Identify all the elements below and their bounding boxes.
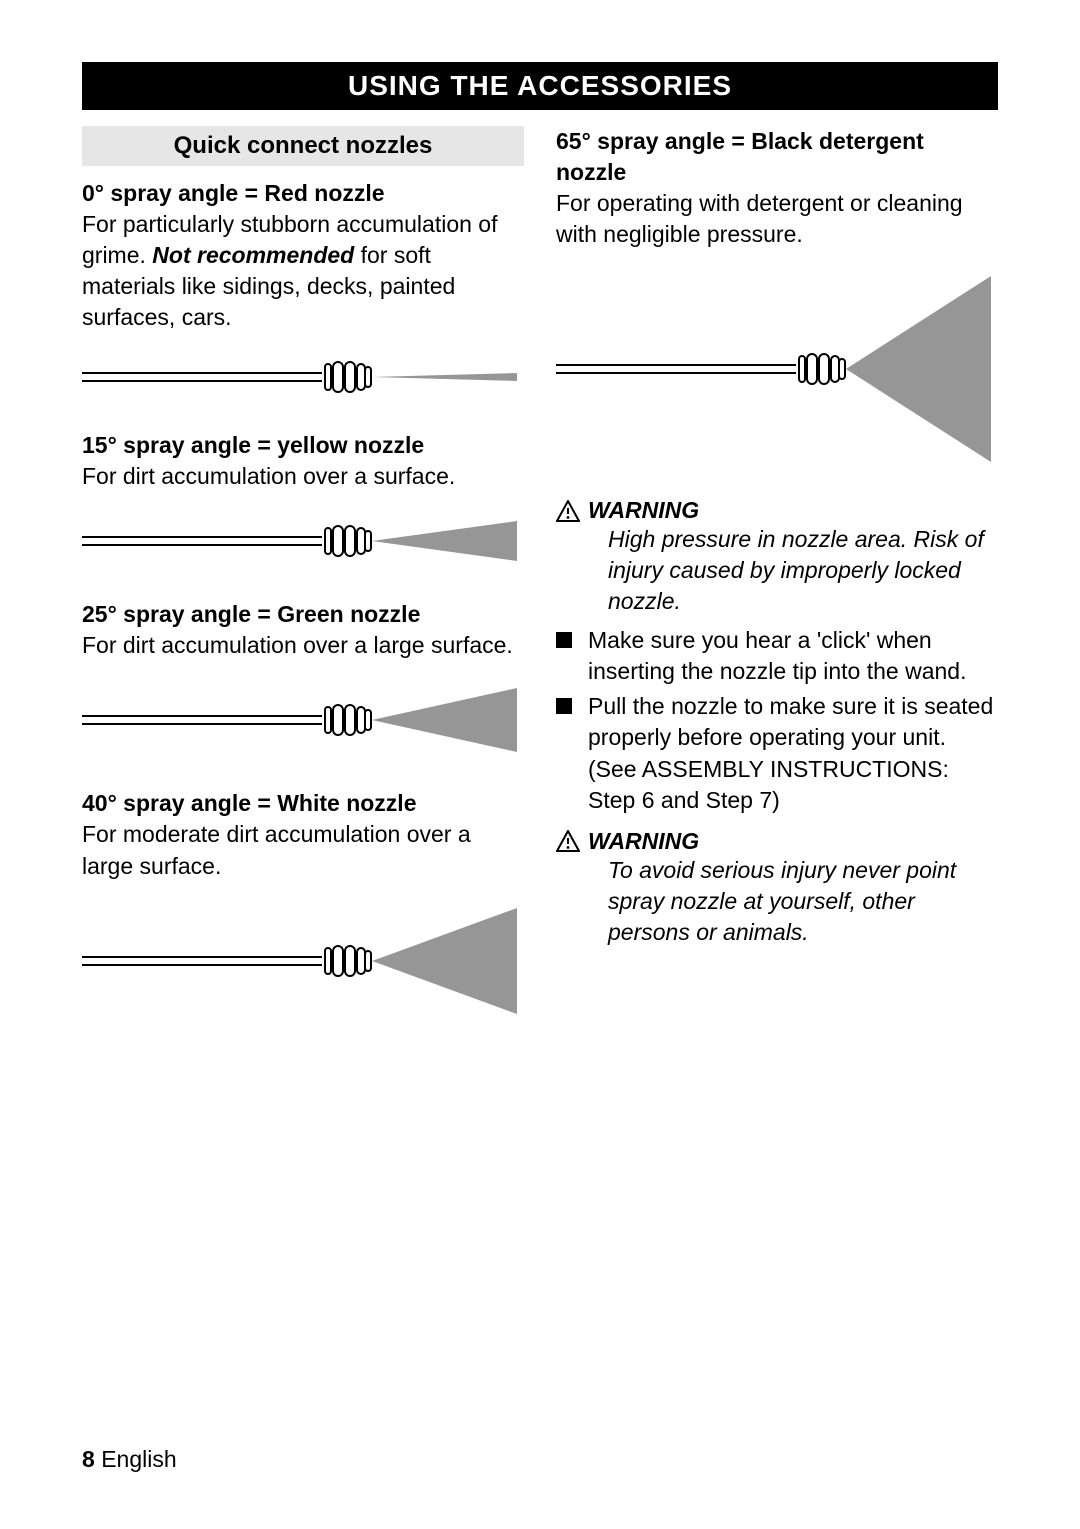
- nozzle-25-desc: For dirt accumulation over a large surfa…: [82, 630, 524, 661]
- left-column: Quick connect nozzles 0° spray angle = R…: [82, 126, 524, 1049]
- nozzle-40-desc: For moderate dirt accumulation over a la…: [82, 819, 524, 881]
- warning-2-body: To avoid serious injury never point spra…: [556, 855, 998, 948]
- page-number: 8: [82, 1446, 95, 1472]
- nozzle-40-diagram: [82, 896, 524, 1031]
- nozzle-0-title: 0° spray angle = Red nozzle: [82, 178, 524, 209]
- nozzle-65-block: 65° spray angle = Black detergent nozzle…: [556, 126, 998, 479]
- warning-icon: [556, 500, 580, 522]
- nozzle-65-diagram: [556, 264, 998, 479]
- nozzle-65-desc: For operating with detergent or cleaning…: [556, 188, 998, 250]
- warning-1-header: WARNING: [556, 497, 998, 524]
- warning-2-header: WARNING: [556, 828, 998, 855]
- right-column: 65° spray angle = Black detergent nozzle…: [556, 126, 998, 1049]
- page-footer: 8 English: [82, 1446, 177, 1473]
- content-columns: Quick connect nozzles 0° spray angle = R…: [82, 126, 998, 1049]
- bullet-item-1: Make sure you hear a 'click' when insert…: [556, 625, 998, 687]
- bullet-square-icon: [556, 698, 572, 714]
- warning-bullet-list: Make sure you hear a 'click' when insert…: [556, 625, 998, 815]
- bullet-square-icon: [556, 632, 572, 648]
- bullet-2-main: Pull the nozzle to make sure it is seate…: [588, 693, 993, 750]
- nozzle-15-title: 15° spray angle = yellow nozzle: [82, 430, 524, 461]
- warning-2-label: WARNING: [588, 828, 699, 855]
- bullet-2-note: (See ASSEMBLY INSTRUCTIONS: Step 6 and S…: [588, 756, 949, 813]
- nozzle-40-block: 40° spray angle = White nozzle For moder…: [82, 788, 524, 1030]
- nozzle-15-desc: For dirt accumulation over a surface.: [82, 461, 524, 492]
- nozzle-15-diagram: [82, 506, 524, 581]
- nozzle-40-title: 40° spray angle = White nozzle: [82, 788, 524, 819]
- bullet-item-2: Pull the nozzle to make sure it is seate…: [556, 691, 998, 815]
- nozzle-25-diagram: [82, 675, 524, 770]
- warning-1-body: High pressure in nozzle area. Risk of in…: [556, 524, 998, 617]
- warning-icon: [556, 830, 580, 852]
- nozzle-15-block: 15° spray angle = yellow nozzle For dirt…: [82, 430, 524, 581]
- nozzle-0-desc: For particularly stubborn accumulation o…: [82, 209, 524, 333]
- page-language: English: [101, 1446, 176, 1472]
- warning-1-label: WARNING: [588, 497, 699, 524]
- bullet-1-text: Make sure you hear a 'click' when insert…: [588, 625, 998, 687]
- nozzle-65-title: 65° spray angle = Black detergent nozzle: [556, 126, 998, 188]
- nozzle-25-block: 25° spray angle = Green nozzle For dirt …: [82, 599, 524, 770]
- nozzle-0-desc-em: Not recommended: [152, 242, 354, 268]
- nozzle-0-block: 0° spray angle = Red nozzle For particul…: [82, 178, 524, 412]
- section-header: USING THE ACCESSORIES: [82, 62, 998, 110]
- nozzle-25-title: 25° spray angle = Green nozzle: [82, 599, 524, 630]
- nozzle-0-diagram: [82, 347, 524, 412]
- subsection-header: Quick connect nozzles: [82, 126, 524, 166]
- bullet-2-text: Pull the nozzle to make sure it is seate…: [588, 691, 998, 815]
